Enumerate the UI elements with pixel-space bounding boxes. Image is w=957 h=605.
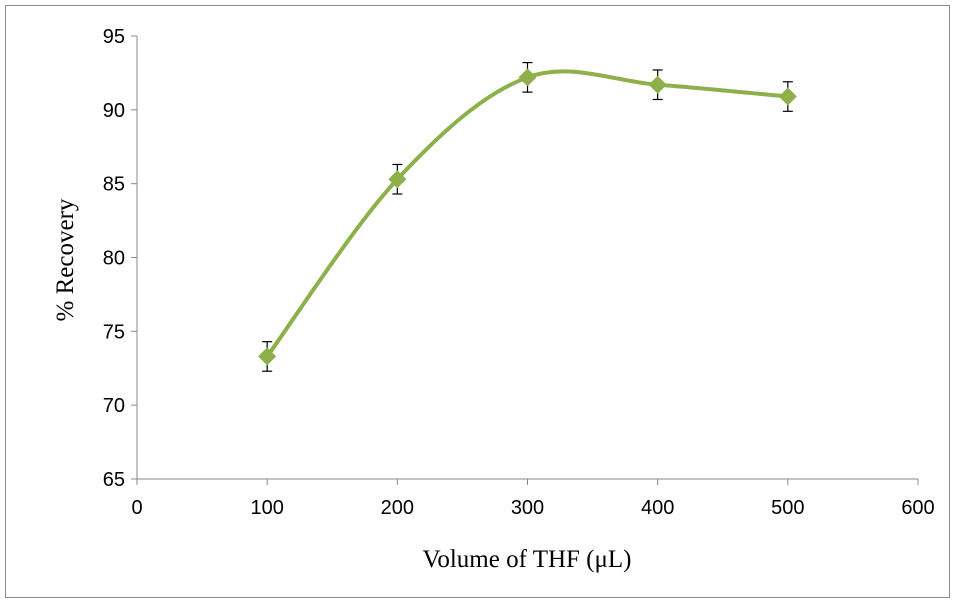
y-tick-label: 80	[103, 248, 125, 270]
x-tick-label: 300	[511, 497, 544, 519]
data-point-marker	[518, 68, 537, 87]
x-tick-label: 600	[901, 497, 934, 519]
tick-labels: 65 70 75 80 85 90 95 0 100 200 300 400 500 600	[103, 26, 935, 519]
x-tick-label: 500	[771, 497, 804, 519]
y-tick-label: 75	[103, 321, 125, 343]
axes	[131, 35, 919, 485]
x-tick-label: 100	[250, 497, 283, 519]
y-tick-label: 70	[103, 395, 125, 417]
y-tick-label: 90	[103, 100, 125, 122]
x-tick-label: 0	[131, 497, 142, 519]
y-tick-label: 65	[103, 469, 125, 491]
data-point-marker	[648, 75, 667, 94]
series-lines	[265, 69, 790, 359]
y-axis-title: % Recovery	[52, 198, 79, 321]
error-bars	[262, 61, 793, 372]
x-tick-label: 400	[641, 497, 674, 519]
x-tick-label: 200	[381, 497, 414, 519]
y-tick-label: 85	[103, 174, 125, 196]
data-markers	[258, 68, 797, 366]
data-point-marker	[778, 87, 797, 106]
data-point-marker	[388, 170, 407, 189]
x-axis-title: Volume of THF (μL)	[423, 546, 632, 573]
data-point-marker	[258, 347, 277, 366]
series-line	[265, 69, 790, 359]
y-tick-label: 95	[103, 26, 125, 48]
